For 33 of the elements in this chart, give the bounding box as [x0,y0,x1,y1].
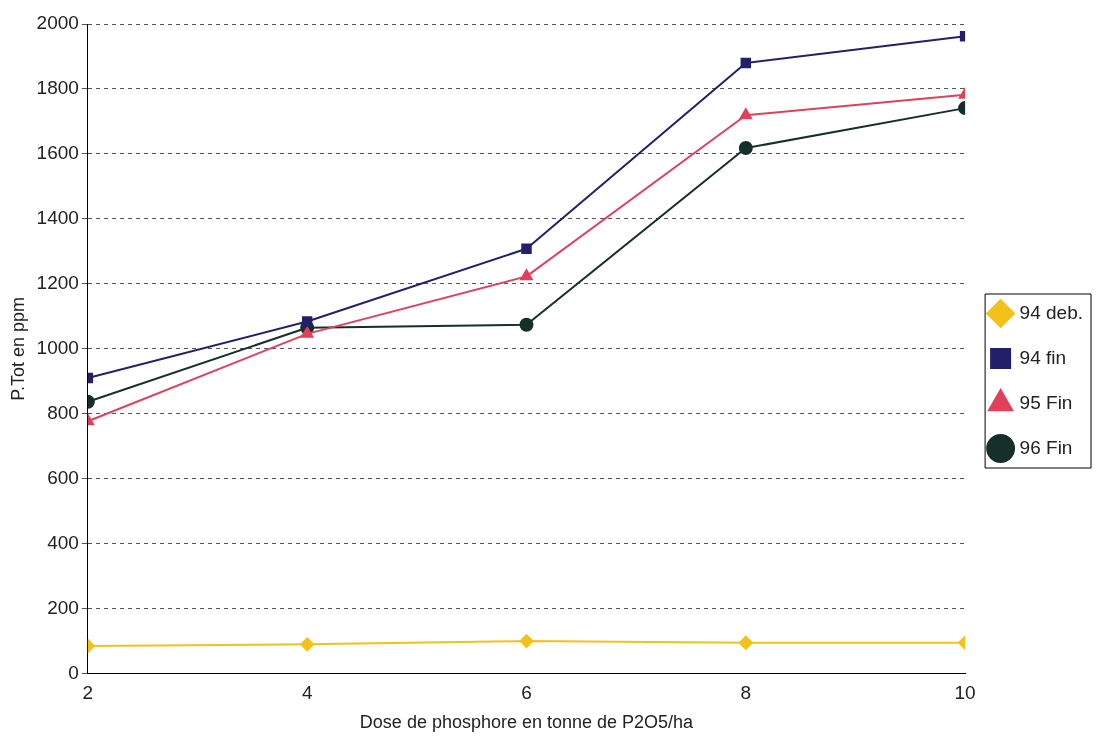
legend-label: 94 deb. [1019,301,1084,323]
x-axis-title: Dose de phosphore en tonne de P2O5/ha [359,712,695,733]
y-axis-title: P.Tot en ppm [7,296,28,401]
y-tick-label: 1800 [36,77,79,99]
y-tick-label: 600 [47,466,79,488]
y-tick-label: 400 [47,531,79,553]
point [519,634,534,649]
point [300,326,314,338]
x-tick-label: 10 [954,682,976,704]
point [521,243,532,254]
y-tick-label: 200 [47,596,79,618]
point [300,637,315,652]
y-tick-label: 0 [68,661,79,683]
point [301,316,313,327]
y-tick-label: 1400 [36,207,79,229]
point [738,141,753,156]
legend-label: 94 fin [1019,346,1067,368]
x-tick-label: 6 [521,682,532,704]
point [739,108,752,120]
y-tick-label: 1600 [36,142,79,164]
point [738,635,753,650]
y-tick-label: 1000 [36,337,79,359]
point [520,269,533,281]
y-tick-label: 800 [47,401,79,423]
legend-label: 96 Fin [1019,436,1073,458]
x-tick-label: 2 [82,682,94,704]
y-tick-label: 2000 [36,12,79,34]
y-tick-label: 1200 [36,272,79,294]
legend-label: 95 Fin [1019,391,1073,413]
point [740,57,752,69]
x-tick-label: 4 [301,682,313,704]
x-tick-label: 8 [740,682,752,704]
point [519,317,534,332]
